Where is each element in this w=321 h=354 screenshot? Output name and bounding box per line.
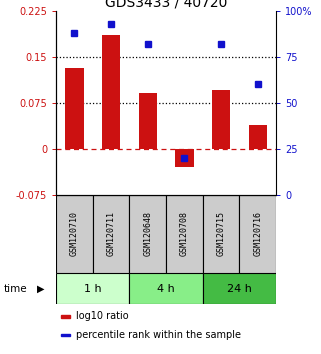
Bar: [61, 315, 70, 318]
Text: GSM120716: GSM120716: [253, 211, 262, 256]
Bar: [248, 125, 267, 149]
Bar: [129, 273, 203, 304]
Bar: [61, 334, 70, 336]
Text: percentile rank within the sample: percentile rank within the sample: [76, 330, 241, 340]
Bar: [65, 68, 84, 149]
Bar: [166, 195, 203, 273]
Text: log10 ratio: log10 ratio: [76, 311, 129, 321]
Title: GDS3433 / 40720: GDS3433 / 40720: [105, 0, 227, 10]
Text: GSM120648: GSM120648: [143, 211, 152, 256]
Text: 1 h: 1 h: [84, 284, 102, 293]
Text: GSM120715: GSM120715: [217, 211, 226, 256]
Bar: [239, 195, 276, 273]
Bar: [129, 195, 166, 273]
Bar: [139, 93, 157, 149]
Text: GSM120711: GSM120711: [107, 211, 116, 256]
Text: GSM120708: GSM120708: [180, 211, 189, 256]
Text: ▶: ▶: [37, 284, 44, 293]
Text: GSM120710: GSM120710: [70, 211, 79, 256]
Bar: [56, 273, 129, 304]
Bar: [212, 90, 230, 149]
Bar: [102, 35, 120, 149]
Bar: [203, 195, 239, 273]
Text: time: time: [3, 284, 27, 293]
Bar: [93, 195, 129, 273]
Bar: [203, 273, 276, 304]
Text: 4 h: 4 h: [157, 284, 175, 293]
Bar: [175, 149, 194, 167]
Bar: [56, 195, 93, 273]
Text: 24 h: 24 h: [227, 284, 252, 293]
